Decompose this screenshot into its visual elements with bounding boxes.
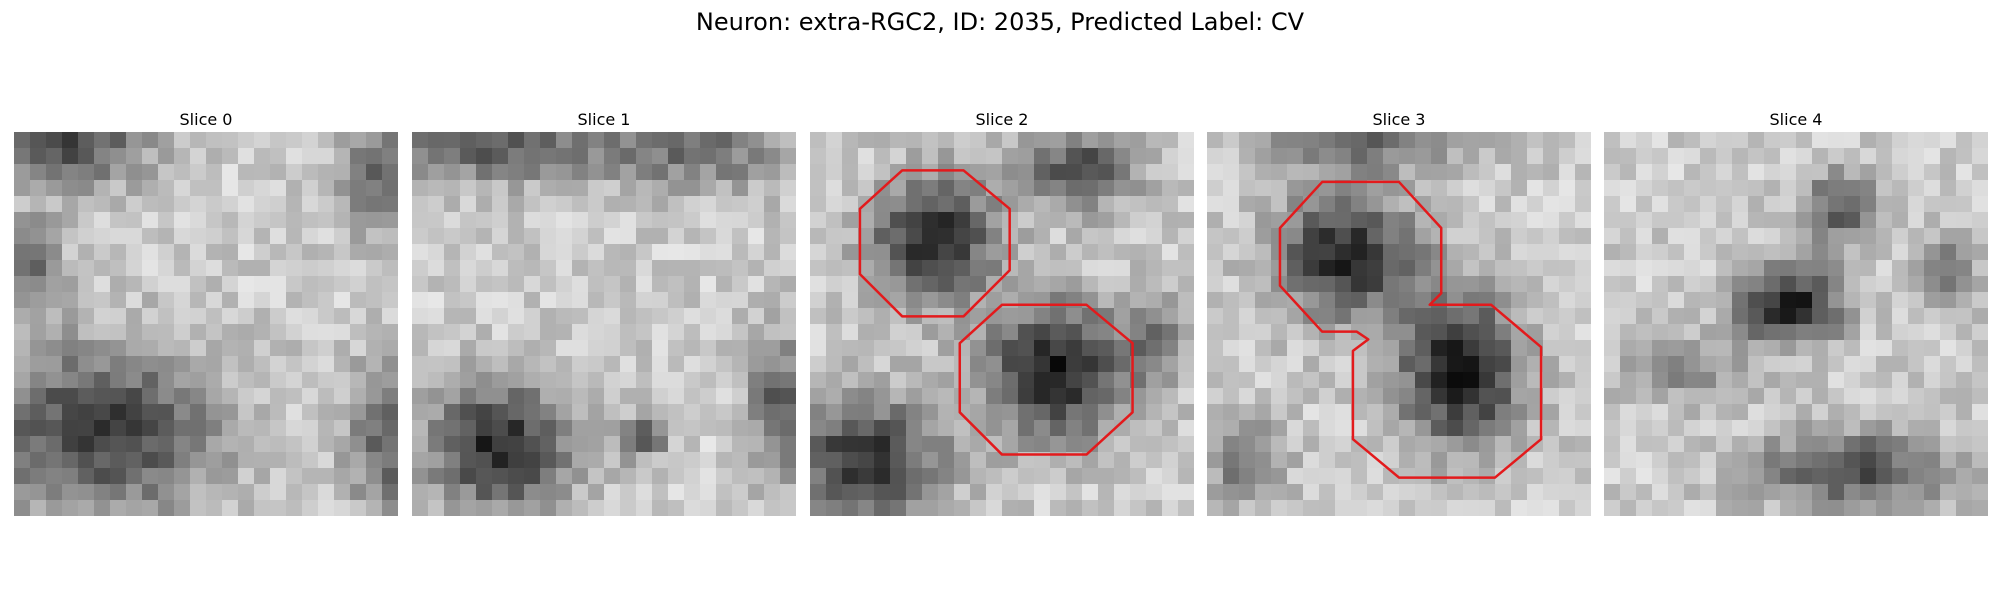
slice-title-0: Slice 0: [179, 110, 233, 129]
slice-image-3: [1207, 132, 1591, 516]
slice-image-4: [1604, 132, 1988, 516]
slice-title-1: Slice 1: [577, 110, 631, 129]
slice-panel-3: Slice 3: [1207, 108, 1591, 516]
roi-outline-3-0: [1278, 180, 1543, 479]
slice-panel-1: Slice 1: [412, 108, 796, 516]
slice-title-2: Slice 2: [975, 110, 1029, 129]
slice-panel-4: Slice 4: [1604, 108, 1988, 516]
slice-panel-2: Slice 2: [810, 108, 1194, 516]
slice-image-1: [412, 132, 796, 516]
slice-image-2: [810, 132, 1194, 516]
figure-title: Neuron: extra-RGC2, ID: 2035, Predicted …: [695, 8, 1305, 36]
roi-outline-2-1: [958, 303, 1134, 456]
slice-title-4: Slice 4: [1769, 110, 1823, 129]
slice-title-3: Slice 3: [1372, 110, 1426, 129]
roi-outline-2-0: [858, 169, 1011, 318]
slice-image-0: [14, 132, 398, 516]
slice-panel-0: Slice 0: [14, 108, 398, 516]
